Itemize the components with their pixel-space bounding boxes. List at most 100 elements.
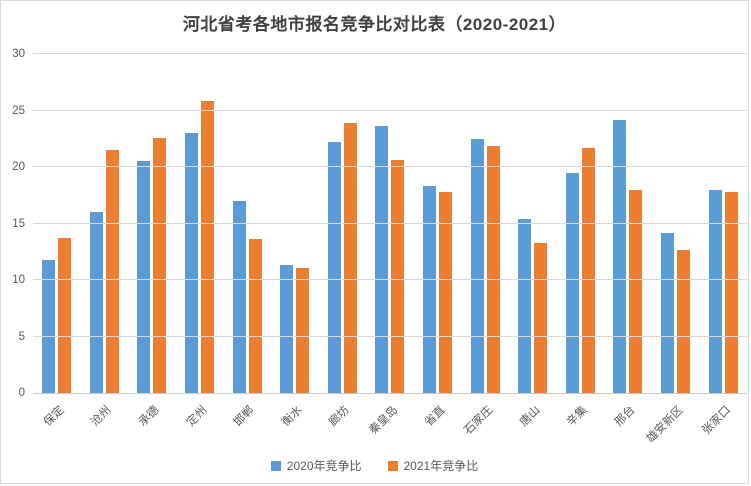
x-axis-label: 保定 bbox=[41, 404, 67, 429]
bar-2021年竞争比 bbox=[581, 147, 595, 393]
bar-2020年竞争比 bbox=[518, 218, 532, 393]
x-axis-label: 定州 bbox=[184, 404, 210, 429]
x-axis-label: 石家庄 bbox=[461, 404, 495, 438]
bar-2020年竞争比 bbox=[42, 259, 56, 393]
x-axis-cell: 邯郸 bbox=[223, 393, 271, 455]
y-axis-tick-label: 20 bbox=[12, 161, 25, 174]
x-axis-cell: 张家口 bbox=[699, 393, 747, 455]
x-axis-label: 唐山 bbox=[517, 404, 543, 429]
x-axis-label: 衡水 bbox=[279, 404, 305, 429]
bar-2020年竞争比 bbox=[137, 161, 151, 393]
x-axis-label: 秦皇岛 bbox=[366, 404, 400, 438]
bar-group bbox=[366, 54, 414, 393]
legend-swatch bbox=[387, 460, 398, 471]
y-axis-tick-label: 10 bbox=[12, 274, 25, 287]
bar-2020年竞争比 bbox=[232, 200, 246, 393]
y-axis-tick-label: 25 bbox=[12, 104, 25, 117]
legend-item: 2021年竞争比 bbox=[387, 457, 479, 474]
bar-group bbox=[81, 54, 129, 393]
gridline bbox=[33, 222, 747, 224]
chart-title: 河北省考各地市报名竞争比对比表（2020-2021） bbox=[182, 15, 567, 34]
bar-group bbox=[652, 54, 700, 393]
x-axis-label: 廊坊 bbox=[327, 404, 353, 429]
bar-2020年竞争比 bbox=[327, 142, 341, 393]
x-axis-cell: 雄安新区 bbox=[644, 393, 700, 455]
x-axis-cell: 辛集 bbox=[557, 393, 605, 455]
x-axis-cell: 保定 bbox=[33, 393, 81, 455]
bar-2021年竞争比 bbox=[391, 160, 405, 393]
bar-2021年竞争比 bbox=[296, 267, 310, 393]
bar-2020年竞争比 bbox=[89, 212, 103, 393]
gridline bbox=[33, 109, 747, 111]
x-axis-cell: 秦皇岛 bbox=[366, 393, 414, 455]
gridline bbox=[33, 335, 747, 337]
x-axis-cell: 廊坊 bbox=[319, 393, 367, 455]
bar-group bbox=[319, 54, 367, 393]
x-axis-label: 邢台 bbox=[612, 404, 638, 429]
bar-2021年竞争比 bbox=[439, 191, 453, 393]
y-axis-tick-label: 0 bbox=[18, 387, 25, 399]
x-axis-cell: 沧州 bbox=[81, 393, 129, 455]
bar-2020年竞争比 bbox=[565, 172, 579, 393]
bar-group bbox=[509, 54, 557, 393]
bar-2020年竞争比 bbox=[470, 138, 484, 393]
bar-group bbox=[223, 54, 271, 393]
bar-2021年竞争比 bbox=[724, 191, 738, 393]
x-axis-labels: 保定 沧州 承德 定州 邯郸 衡水 廊坊 秦皇岛 省直 石家庄 唐山 辛集 邢台 雄安新区 张家口 bbox=[33, 393, 747, 455]
bar-group bbox=[414, 54, 462, 393]
x-axis-cell: 石家庄 bbox=[461, 393, 509, 455]
legend-label: 2021年竞争比 bbox=[403, 459, 479, 473]
bars-row bbox=[33, 54, 747, 393]
bar-group bbox=[699, 54, 747, 393]
bar-2020年竞争比 bbox=[375, 126, 389, 393]
x-axis-label: 沧州 bbox=[89, 404, 115, 429]
bar-2020年竞争比 bbox=[661, 232, 675, 393]
y-axis-tick-label: 5 bbox=[18, 330, 25, 343]
plot-area: 保定 沧州 承德 定州 邯郸 衡水 廊坊 秦皇岛 省直 石家庄 唐山 辛集 邢台 雄安新区 张家口 0 5 10… bbox=[12, 48, 747, 445]
x-axis-label: 承德 bbox=[136, 404, 162, 429]
bar-group bbox=[33, 54, 81, 393]
x-axis-cell: 省直 bbox=[414, 393, 462, 455]
x-axis-label: 辛集 bbox=[565, 404, 590, 429]
gridline bbox=[33, 166, 747, 167]
bar-2021年竞争比 bbox=[486, 145, 500, 393]
bar-2021年竞争比 bbox=[629, 189, 643, 393]
bar-2021年竞争比 bbox=[105, 150, 119, 393]
bar-2020年竞争比 bbox=[423, 186, 437, 393]
x-axis-cell: 邢台 bbox=[604, 393, 652, 455]
bar-2020年竞争比 bbox=[708, 189, 722, 393]
gridline bbox=[33, 279, 747, 280]
bar-2020年竞争比 bbox=[613, 119, 627, 393]
bar-2021年竞争比 bbox=[201, 101, 215, 393]
bar-group bbox=[604, 54, 652, 393]
x-axis-cell: 承德 bbox=[128, 393, 176, 455]
x-axis-label: 邯郸 bbox=[232, 404, 257, 429]
x-axis-label: 张家口 bbox=[699, 404, 733, 438]
bar-group bbox=[557, 54, 605, 393]
bar-2020年竞争比 bbox=[280, 265, 294, 393]
bar-2021年竞争比 bbox=[343, 122, 357, 393]
x-axis-line bbox=[33, 393, 747, 394]
y-axis-tick-label: 15 bbox=[12, 217, 25, 230]
bar-2021年竞争比 bbox=[534, 242, 548, 393]
bar-group bbox=[176, 54, 224, 393]
x-axis-cell: 定州 bbox=[176, 393, 224, 455]
gridline bbox=[33, 53, 747, 54]
bar-group bbox=[128, 54, 176, 393]
bar-2021年竞争比 bbox=[58, 238, 72, 393]
bar-2020年竞争比 bbox=[185, 133, 199, 393]
bar-group bbox=[461, 54, 509, 393]
legend-item: 2020年竞争比 bbox=[270, 457, 362, 474]
bar-2021年竞争比 bbox=[153, 137, 167, 393]
x-axis-label: 省直 bbox=[422, 404, 448, 429]
y-axis-tick-label: 30 bbox=[12, 48, 25, 60]
bar-2021年竞争比 bbox=[248, 239, 262, 393]
x-axis-cell: 唐山 bbox=[509, 393, 557, 455]
x-axis-cell: 衡水 bbox=[271, 393, 319, 455]
bar-2021年竞争比 bbox=[677, 249, 691, 393]
legend-label: 2020年竞争比 bbox=[286, 459, 362, 473]
bar-group bbox=[271, 54, 319, 393]
legend: 2020年竞争比 2021年竞争比 bbox=[1, 457, 748, 474]
legend-swatch bbox=[270, 460, 281, 471]
